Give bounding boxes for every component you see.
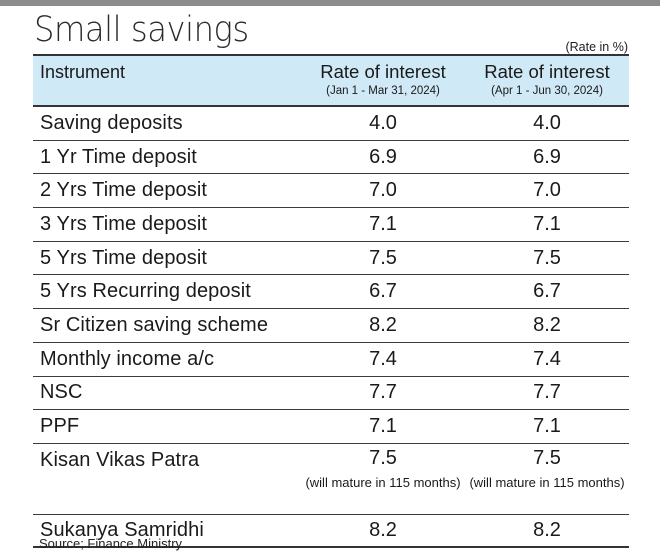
rate-value: 7.0: [533, 179, 561, 202]
rate-cell-q2: 7.5: [465, 241, 629, 276]
rate-value: 7.0: [369, 179, 397, 202]
column-header-label: Rate of interest: [484, 61, 610, 82]
rate-value: 7.1: [533, 415, 561, 438]
rate-value: 6.9: [369, 145, 397, 168]
rate-cell-q2: 7.4: [465, 342, 629, 377]
rate-value: 6.7: [533, 280, 561, 303]
rate-value: 4.0: [533, 111, 561, 134]
rate-value: 6.7: [369, 280, 397, 303]
rate-value: 7.4: [533, 347, 561, 370]
rate-cell-q2: 7.0: [465, 173, 629, 209]
maturity-note: (will mature in 115 months): [305, 474, 461, 490]
column-header-label: Instrument: [40, 62, 126, 82]
column-header-period: (Jan 1 - Mar 31, 2024): [326, 85, 440, 97]
instrument-cell: PPF: [33, 409, 301, 444]
table-row: PPF 7.1 7.1: [33, 409, 629, 444]
instrument-cell: Sukanya Samridhi: [33, 514, 301, 548]
rate-cell-q2: 8.2: [465, 514, 629, 548]
rate-value: 7.5: [369, 246, 397, 269]
rate-value: 7.5: [369, 446, 397, 469]
rate-value: 7.7: [533, 381, 561, 404]
rate-cell-q1: 7.7: [301, 376, 465, 411]
rate-cell-q2: 8.2: [465, 308, 629, 343]
instrument-cell: Saving deposits: [33, 106, 301, 141]
rate-value: 7.5: [533, 246, 561, 269]
rate-value: 7.1: [533, 212, 561, 235]
table-row: 1 Yr Time deposit 6.9 6.9: [33, 140, 629, 175]
instrument-cell: NSC: [33, 376, 301, 411]
table-row: Sr Citizen saving scheme 8.2 8.2: [33, 308, 629, 343]
table-row: Saving deposits 4.0 4.0: [33, 106, 629, 141]
instrument-cell: 1 Yr Time deposit: [33, 140, 301, 175]
column-header-q1: Rate of interest (Jan 1 - Mar 31, 2024): [301, 54, 465, 107]
rate-cell-q2: 7.1: [465, 207, 629, 242]
rate-value: 8.2: [533, 313, 561, 336]
chart-title: Small savings: [34, 10, 249, 50]
source-note: Source; Finance Ministry: [39, 536, 183, 551]
table-row: 3 Yrs Time deposit 7.1 7.1: [33, 207, 629, 242]
rate-value: 7.1: [369, 415, 397, 438]
rate-cell-q1: 7.1: [301, 409, 465, 444]
rate-cell-q2: 7.1: [465, 409, 629, 444]
table-row: 2 Yrs Time deposit 7.0 7.0: [33, 173, 629, 209]
rate-cell-q2: 4.0: [465, 106, 629, 141]
maturity-note: (will mature in 115 months): [469, 474, 625, 490]
instrument-cell: 3 Yrs Time deposit: [33, 207, 301, 242]
column-header-period: (Apr 1 - Jun 30, 2024): [491, 85, 603, 97]
rate-cell-q1: 6.7: [301, 274, 465, 310]
instrument-cell: 2 Yrs Time deposit: [33, 173, 301, 209]
rate-cell-q1: 6.9: [301, 140, 465, 175]
rate-cell-q1: 7.1: [301, 207, 465, 242]
column-header-q2: Rate of interest (Apr 1 - Jun 30, 2024): [465, 54, 629, 107]
rate-cell-q2: 7.7: [465, 376, 629, 411]
table-row: NSC 7.7 7.7: [33, 376, 629, 411]
rate-cell-q1: 7.5: [301, 241, 465, 276]
table-row: Sukanya Samridhi 8.2 8.2: [33, 514, 629, 548]
instrument-cell: 5 Yrs Time deposit: [33, 241, 301, 276]
column-header-instrument: Instrument: [33, 54, 301, 107]
rate-value: 7.4: [369, 347, 397, 370]
rate-cell-q1: 8.2: [301, 308, 465, 343]
rate-cell-q1: 7.5 (will mature in 115 months): [301, 443, 465, 515]
table-row: Kisan Vikas Patra 7.5 (will mature in 115 …: [33, 443, 629, 515]
rate-value: 8.2: [369, 518, 397, 541]
table-row: 5 Yrs Recurring deposit 6.7 6.7: [33, 274, 629, 310]
instrument-cell: 5 Yrs Recurring deposit: [33, 274, 301, 310]
rate-value: 6.9: [533, 145, 561, 168]
rate-value: 4.0: [369, 111, 397, 134]
table-row: 5 Yrs Time deposit 7.5 7.5: [33, 241, 629, 276]
table-row: Monthly income a/c 7.4 7.4: [33, 342, 629, 377]
rates-table-container: Instrument Rate of interest (Jan 1 - Mar…: [33, 54, 629, 548]
instrument-cell: Monthly income a/c: [33, 342, 301, 377]
rate-cell-q1: 7.4: [301, 342, 465, 377]
rate-cell-q2: 6.9: [465, 140, 629, 175]
rate-cell-q1: 4.0: [301, 106, 465, 141]
instrument-cell: Kisan Vikas Patra: [33, 443, 301, 515]
rate-cell-q2: 6.7: [465, 274, 629, 310]
rate-cell-q2: 7.5 (will mature in 115 months): [465, 443, 629, 515]
rate-cell-q1: 7.0: [301, 173, 465, 209]
rate-value: 8.2: [369, 313, 397, 336]
rate-value: 8.2: [533, 518, 561, 541]
header-row: Instrument Rate of interest (Jan 1 - Mar…: [33, 54, 629, 107]
top-rule: [0, 0, 660, 6]
rate-value: 7.1: [369, 212, 397, 235]
column-header-label: Rate of interest: [320, 61, 446, 82]
unit-note: (Rate in %): [565, 40, 628, 54]
rates-table: Instrument Rate of interest (Jan 1 - Mar…: [33, 54, 629, 548]
rate-value: 7.7: [369, 381, 397, 404]
table-body: Saving deposits 4.0 4.0 1 Yr Time deposit 6.…: [33, 106, 629, 548]
rate-cell-q1: 8.2: [301, 514, 465, 548]
instrument-cell: Sr Citizen saving scheme: [33, 308, 301, 343]
rate-value: 7.5: [533, 446, 561, 469]
